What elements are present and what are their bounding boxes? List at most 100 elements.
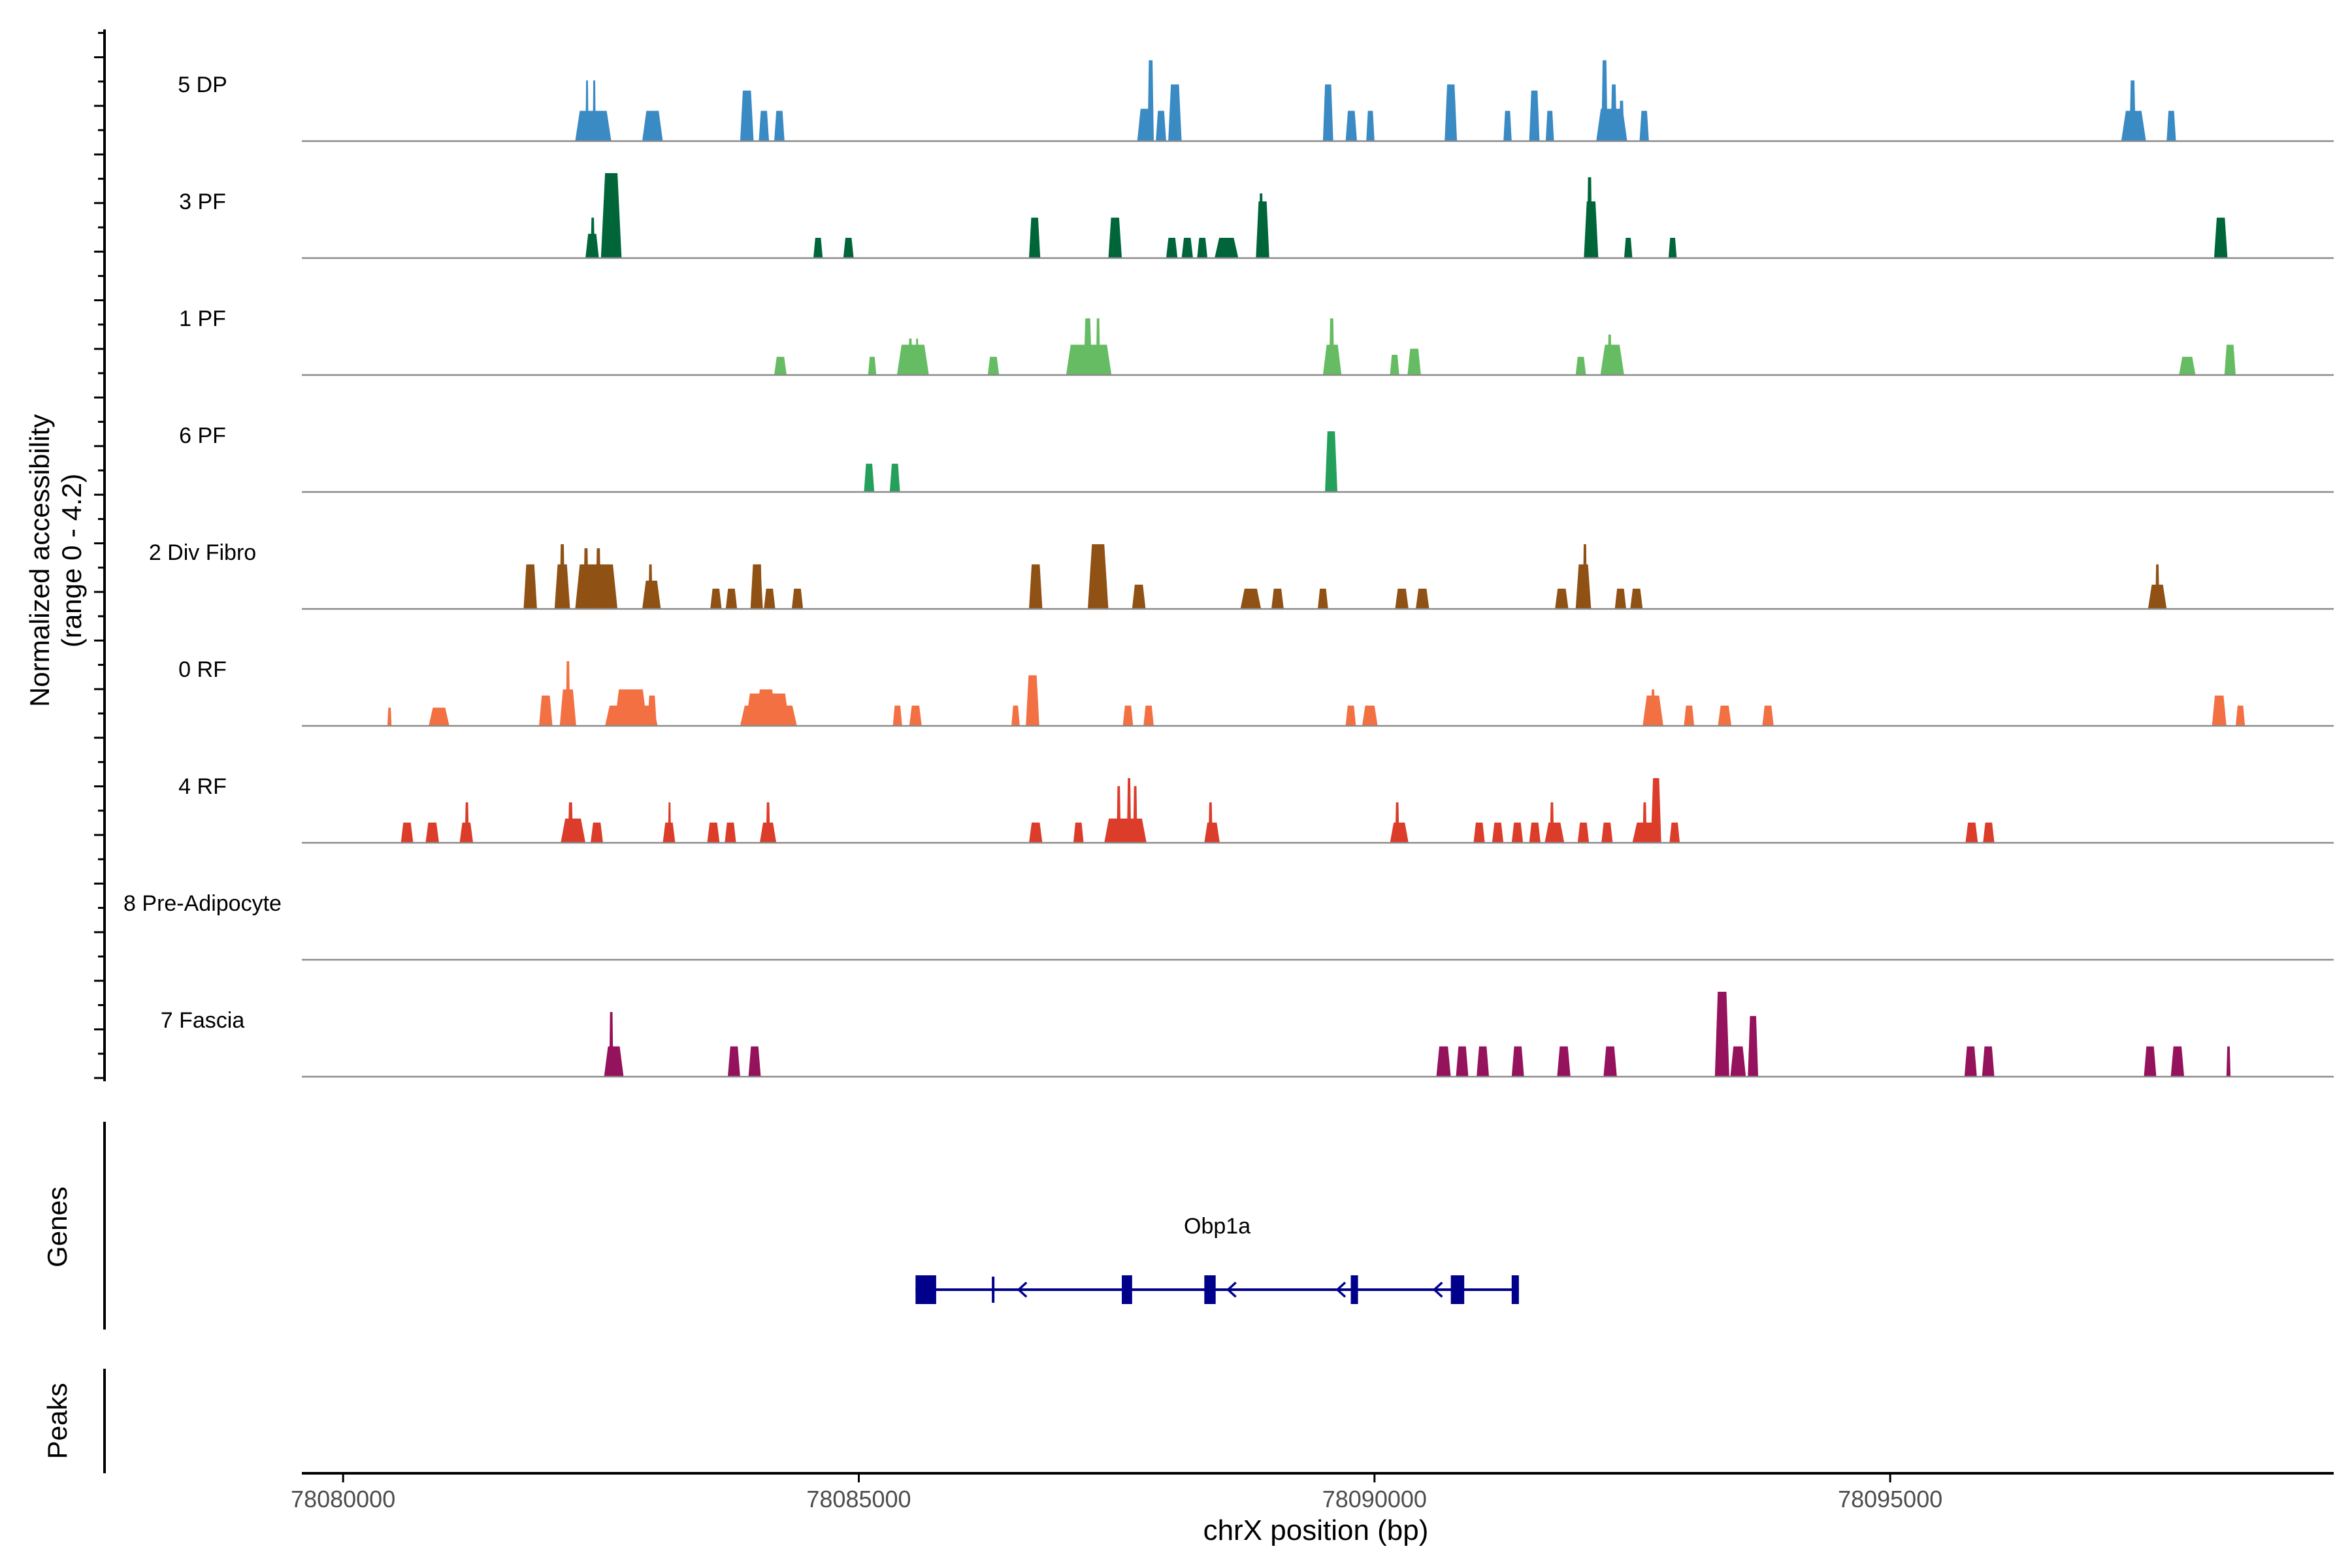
- strand-arrow: [1226, 1281, 1237, 1298]
- coverage-peak: [725, 823, 736, 843]
- coverage-peak: [915, 338, 919, 375]
- coverage-peak: [1575, 357, 1586, 375]
- track-label: 1 PF: [179, 306, 226, 331]
- track-label: 5 DP: [178, 73, 227, 97]
- track-label: 8 Pre-Adipocyte: [123, 891, 282, 916]
- coverage-peak: [1395, 589, 1409, 609]
- coverage-peak: [647, 695, 657, 726]
- peaks-label: Peaks: [42, 1383, 73, 1460]
- coverage-peak: [1104, 818, 1147, 843]
- coverage-peak: [1529, 823, 1541, 843]
- track-label: 7 Fascia: [161, 1008, 245, 1033]
- coverage-peak: [2129, 80, 2136, 141]
- coverage-peak: [1669, 823, 1680, 843]
- track-5-dp: 5 DP: [178, 60, 2334, 142]
- coverage-peak: [2213, 218, 2228, 258]
- coverage-peak: [2170, 1046, 2185, 1077]
- coverage-peak: [868, 357, 877, 375]
- coverage-peak: [896, 344, 929, 375]
- coverage-peak: [566, 661, 570, 726]
- x-axis-title: chrX position (bp): [1203, 1514, 1429, 1546]
- coverage-peak: [755, 689, 777, 726]
- coverage-peak: [1259, 193, 1264, 258]
- coverage-peak: [642, 110, 663, 141]
- y-axis: [94, 29, 106, 1473]
- coverage-peak: [1982, 1046, 1995, 1077]
- coverage-peak: [387, 708, 392, 726]
- coverage-peak: [2226, 1046, 2231, 1077]
- coverage-peak: [1088, 544, 1109, 609]
- coverage-peak: [759, 110, 770, 141]
- track-2-div-fibro: 2 Div Fibro: [149, 540, 2334, 610]
- coverage-peak: [707, 823, 720, 843]
- track-1-pf: 1 PF: [179, 306, 2334, 376]
- coverage-peak: [559, 544, 565, 609]
- coverage-peak: [1240, 589, 1262, 609]
- coverage-peak: [748, 1046, 761, 1077]
- coverage-peak: [1555, 589, 1569, 609]
- coverage-peak: [1614, 589, 1626, 609]
- coverage-peak: [757, 564, 762, 609]
- coverage-peak: [2224, 344, 2236, 375]
- coverage-peak: [1684, 706, 1695, 726]
- track-3-pf: 3 PF: [179, 173, 2334, 259]
- coverage-peak: [1668, 238, 1677, 258]
- strand-arrow: [1335, 1281, 1347, 1298]
- coverage-peak: [425, 823, 439, 843]
- track-7-fascia: 7 Fascia: [161, 992, 2334, 1078]
- coverage-peak: [523, 564, 537, 609]
- coverage-peak: [568, 802, 574, 843]
- coverage-peak: [1557, 1046, 1571, 1077]
- coverage-peak: [843, 238, 854, 258]
- coverage-peak: [1714, 992, 1729, 1077]
- coverage-peak: [1147, 60, 1154, 141]
- coverage-peak: [1026, 675, 1039, 726]
- coverage-peak: [1511, 823, 1524, 843]
- coverage-peak: [539, 695, 553, 726]
- coverage-peak: [774, 357, 787, 375]
- coverage-peak: [595, 548, 601, 609]
- coverage-peak: [2212, 695, 2227, 726]
- coverage-peak: [1587, 177, 1592, 258]
- coverage-peak: [1477, 1046, 1490, 1077]
- coverage-peak: [1390, 355, 1399, 375]
- x-tick-label: 78085000: [806, 1486, 911, 1512]
- strand-arrow: [1017, 1281, 1028, 1298]
- coverage-peak: [1630, 589, 1643, 609]
- coverage-peak: [1345, 706, 1356, 726]
- coverage-peak: [1965, 823, 1978, 843]
- track-label: 4 RF: [178, 774, 227, 799]
- coverage-peak: [1318, 589, 1328, 609]
- coverage-peak: [648, 564, 653, 609]
- coverage-peak: [1366, 110, 1375, 141]
- coverage-peak: [614, 689, 647, 726]
- coverage-peak: [1603, 1046, 1617, 1077]
- y-axis-label-line1: Normalized accessibility: [24, 414, 55, 707]
- y-axis-label-line2: (range 0 - 4.2): [56, 474, 87, 647]
- coverage-peak: [1132, 584, 1146, 609]
- coverage-peak: [813, 238, 823, 258]
- gene-exon: [1350, 1275, 1358, 1304]
- coverage-peak: [710, 589, 722, 609]
- strand-arrow: [1432, 1281, 1443, 1298]
- coverage-peak: [1117, 786, 1121, 843]
- coverage-peak: [1610, 84, 1617, 141]
- coverage-peak: [1718, 706, 1732, 726]
- coverage-peak: [604, 1046, 624, 1077]
- coverage-peak: [465, 802, 469, 843]
- coverage-peak: [909, 706, 922, 726]
- coverage-peak: [1748, 1016, 1759, 1077]
- x-tick-label: 78090000: [1322, 1486, 1427, 1512]
- coverage-peak: [1271, 589, 1284, 609]
- genes-track: Obp1a: [915, 1214, 1519, 1304]
- coverage-peak: [1601, 60, 1608, 141]
- coverage-peak: [1503, 110, 1512, 141]
- coverage-peak: [728, 1046, 740, 1077]
- coverage-peak: [725, 589, 738, 609]
- coverage-peak: [1143, 706, 1154, 726]
- coverage-tracks: 5 DP 3 PF 1 PF 6 PF 2 Div Fibro 0 RF 4 RF 8 Pre…: [123, 60, 2334, 1078]
- coverage-peak: [1650, 778, 1661, 843]
- coverage-peak: [591, 218, 595, 258]
- coverage-peak: [889, 463, 900, 492]
- coverage-peak: [1983, 823, 1995, 843]
